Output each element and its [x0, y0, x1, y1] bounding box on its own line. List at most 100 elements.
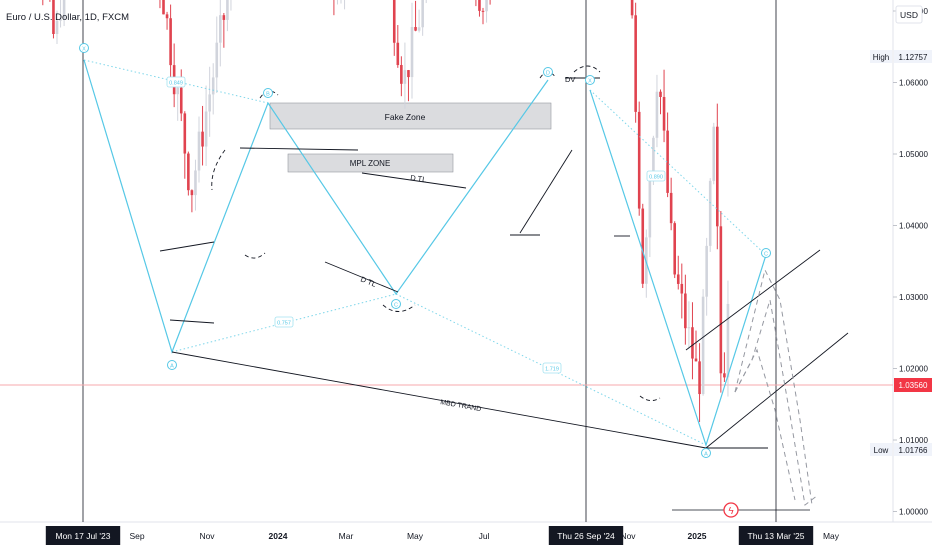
- low-value: 1.01766: [899, 446, 928, 455]
- price-tick-label: 1.03000: [899, 293, 928, 302]
- candle-body: [673, 223, 677, 275]
- pattern-point-marker: [79, 43, 89, 53]
- ratio-label: 0.849: [169, 81, 183, 87]
- candle-body: [204, 111, 208, 147]
- time-label: 2024: [269, 531, 288, 541]
- ratio-label: 0.757: [277, 321, 291, 327]
- time-axis[interactable]: Sep Nov 2024 Mar May Jul Nov 2025 May Mon 17 Jul …: [45, 526, 840, 545]
- candle-body: [698, 361, 701, 395]
- candle-body: [634, 15, 637, 112]
- candle-body: [708, 180, 712, 246]
- candle-body: [705, 245, 708, 297]
- candle-body: [726, 303, 730, 378]
- currency-box[interactable]: [895, 5, 923, 24]
- candle-body: [414, 27, 417, 31]
- candle-body: [478, 0, 481, 11]
- ratio-label: 1.719: [545, 367, 559, 373]
- candle-body: [211, 77, 215, 95]
- candle-body: [641, 208, 645, 284]
- time-label: 2025: [688, 531, 707, 541]
- candle-body: [208, 94, 211, 112]
- crosshair-date-label: Thu 13 Mar '25: [748, 531, 805, 541]
- mbd-trend-line: [171, 351, 707, 449]
- low-tag-label: Low: [874, 446, 889, 455]
- candle-body: [400, 65, 403, 84]
- time-label: May: [823, 531, 840, 541]
- time-label: Nov: [199, 531, 215, 541]
- fake-zone-label: Fake Zone: [385, 112, 426, 122]
- pattern-point-marker: [263, 88, 273, 98]
- dtl-label-1: D TL: [410, 173, 427, 184]
- candle-body: [716, 126, 719, 227]
- fake-zone-box[interactable]: [269, 102, 552, 130]
- current-price-box: [894, 378, 932, 392]
- pattern-point-marker: [585, 75, 595, 85]
- time-label: Jul: [479, 531, 490, 541]
- high-tag: [870, 50, 892, 63]
- pattern-point-label: B: [266, 92, 270, 98]
- high-value: 1.12757: [899, 53, 928, 62]
- price-tick-label: 1.04000: [899, 222, 928, 231]
- candle-body: [652, 137, 655, 181]
- chart-title: Euro / U.S. Dollar, 1D, FXCM: [6, 12, 129, 23]
- plot-area[interactable]: [0, 0, 893, 522]
- crosshair-date-label: Mon 17 Jul '23: [55, 531, 110, 541]
- candle-body: [55, 20, 59, 35]
- candle-body: [396, 42, 400, 66]
- candle-body: [659, 91, 662, 97]
- candle-body: [630, 0, 634, 16]
- candle-body: [662, 96, 666, 131]
- candle-body: [392, 0, 396, 43]
- candle-body: [176, 87, 180, 95]
- crosshair-date-box: [548, 526, 624, 545]
- pattern-point-label: A: [170, 364, 174, 370]
- crosshair-date-label: Thu 26 Sep '24: [557, 531, 615, 541]
- low-tag: [870, 443, 892, 456]
- ratio-badge: [274, 316, 294, 328]
- ratio-label: 0.890: [649, 175, 663, 181]
- candle-body: [691, 327, 694, 359]
- pattern-point-label: C: [764, 252, 768, 258]
- high-tag-label: High: [873, 53, 889, 62]
- candle-body: [179, 87, 183, 114]
- candle-body: [410, 27, 414, 78]
- candle-body: [194, 170, 197, 196]
- candle-body: [226, 0, 229, 20]
- pattern-point-marker: [701, 448, 711, 458]
- harmonic-pattern-legs: [83, 59, 767, 447]
- candle-body: [407, 70, 410, 78]
- candle-body: [59, 19, 62, 21]
- candle-body: [162, 0, 165, 15]
- candle-body: [655, 91, 659, 138]
- candle-body: [403, 70, 407, 84]
- channel-upper: [685, 249, 821, 351]
- candle-body: [219, 15, 222, 43]
- high-value-box: [894, 50, 932, 63]
- candle-body: [666, 130, 669, 193]
- ratio-badge: [166, 76, 186, 88]
- pattern-point-marker: [543, 67, 553, 77]
- candle-body: [190, 190, 194, 196]
- price-scale-panel[interactable]: [893, 0, 932, 550]
- candle-body: [183, 113, 187, 154]
- dv-label: DV: [565, 75, 575, 84]
- pattern-point-marker: [167, 360, 177, 370]
- candle-body: [421, 0, 424, 28]
- alert-icon[interactable]: [723, 502, 739, 518]
- candle-body: [485, 0, 488, 12]
- candle-body: [222, 15, 226, 20]
- channel-lower: [705, 332, 849, 449]
- candle-body: [62, 0, 66, 20]
- candle-body: [197, 131, 201, 171]
- candle-body: [481, 10, 485, 12]
- price-tick-label: 1.06000: [899, 79, 928, 88]
- ratio-badge: [646, 170, 666, 182]
- mpl-zone-box[interactable]: [287, 153, 454, 173]
- candle-body: [712, 126, 716, 181]
- pattern-point-label: A: [704, 452, 708, 458]
- candle-body: [201, 131, 204, 147]
- pattern-point-label: X: [82, 47, 86, 53]
- pattern-point-label: X: [588, 79, 592, 85]
- time-label: Sep: [129, 531, 144, 541]
